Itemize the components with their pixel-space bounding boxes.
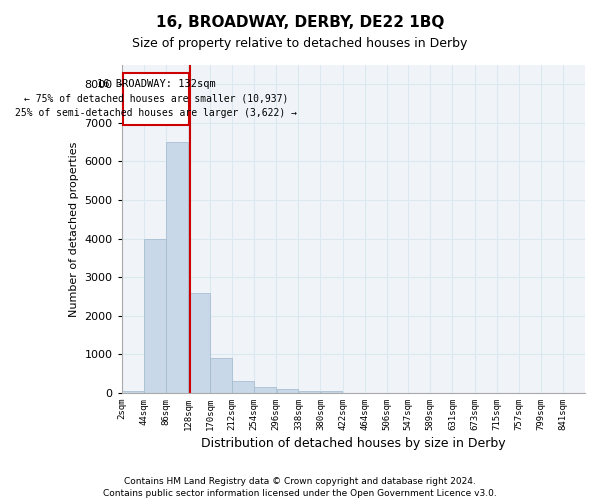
Text: Contains HM Land Registry data © Crown copyright and database right 2024.: Contains HM Land Registry data © Crown c… [124,477,476,486]
Bar [277,389,298,393]
Bar [299,390,320,393]
Bar [232,382,254,393]
FancyBboxPatch shape [123,72,189,125]
Bar [211,358,232,393]
Text: ← 75% of detached houses are smaller (10,937): ← 75% of detached houses are smaller (10… [23,94,288,104]
Text: 25% of semi-detached houses are larger (3,622) →: 25% of semi-detached houses are larger (… [15,108,297,118]
Bar [321,390,343,393]
Y-axis label: Number of detached properties: Number of detached properties [69,142,79,316]
Bar [166,142,188,393]
Text: 16, BROADWAY, DERBY, DE22 1BQ: 16, BROADWAY, DERBY, DE22 1BQ [156,15,444,30]
Bar [254,387,276,393]
Bar [144,238,166,393]
Bar [188,292,210,393]
Bar [122,391,143,393]
Text: 16 BROADWAY: 132sqm: 16 BROADWAY: 132sqm [97,79,215,89]
Text: Size of property relative to detached houses in Derby: Size of property relative to detached ho… [133,38,467,51]
Text: Contains public sector information licensed under the Open Government Licence v3: Contains public sector information licen… [103,488,497,498]
X-axis label: Distribution of detached houses by size in Derby: Distribution of detached houses by size … [201,437,506,450]
